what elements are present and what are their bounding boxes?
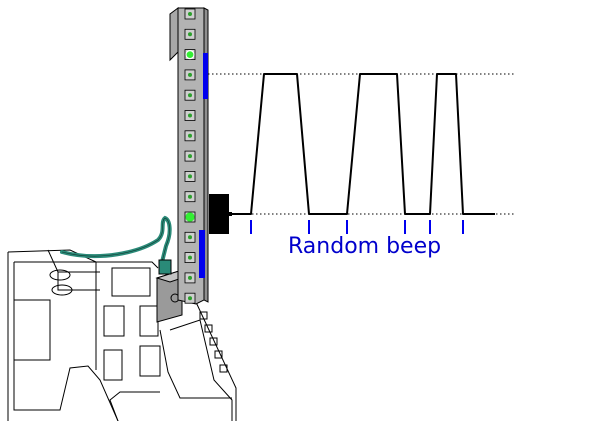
led-icon: [188, 12, 192, 16]
led-icon: [188, 194, 192, 199]
led-icon: [188, 113, 192, 118]
led-strip: [169, 7, 209, 305]
led-icon: [188, 255, 192, 260]
led-icon: [188, 154, 192, 159]
led-lit-icon: [185, 49, 195, 60]
beep-ticks: [250, 220, 464, 234]
caption-label: Random beep: [288, 234, 442, 259]
led-icon: [188, 133, 192, 138]
led-icon: [188, 72, 192, 77]
led-icon: [188, 93, 192, 98]
marker-bottom: [199, 230, 205, 278]
led-icon: [188, 235, 192, 240]
led-lit-icon: [185, 212, 195, 222]
led-icon: [188, 296, 192, 301]
buzzer: [209, 194, 232, 234]
beep-waveform: [232, 73, 495, 215]
led-icon: [188, 275, 192, 280]
cable-plug: [158, 259, 172, 275]
marker-top: [203, 53, 208, 99]
led-icon: [188, 32, 192, 37]
led-icon: [188, 174, 192, 179]
device-housing: [7, 249, 237, 421]
